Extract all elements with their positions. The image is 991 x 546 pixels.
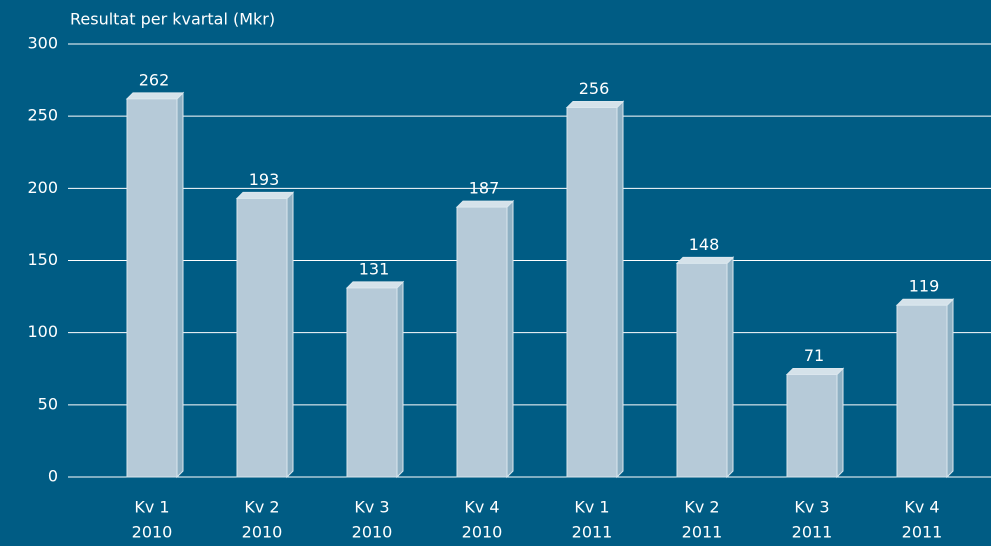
- bar-top: [455, 200, 515, 208]
- data-label: 262: [139, 70, 170, 89]
- data-label: 256: [579, 79, 610, 98]
- bar-side: [176, 91, 184, 479]
- x-tick-label: 2010: [352, 523, 393, 542]
- bar-side: [396, 280, 404, 479]
- x-tick-label: Kv 4: [464, 498, 499, 517]
- y-tick-label: 300: [27, 34, 58, 53]
- y-tick-label: 50: [38, 394, 58, 413]
- bar: [786, 374, 838, 478]
- bar-side: [946, 298, 954, 479]
- bar-top: [785, 368, 845, 376]
- y-tick-label: 250: [27, 106, 58, 125]
- bar: [346, 287, 398, 478]
- bar: [236, 197, 288, 478]
- bar-side: [726, 256, 734, 479]
- data-label: 119: [909, 277, 940, 296]
- x-tick-label: 2011: [682, 523, 723, 542]
- bar-side: [616, 100, 624, 479]
- y-tick-label: 100: [27, 322, 58, 341]
- bar: [896, 304, 948, 478]
- x-tick-label: 2010: [242, 523, 283, 542]
- x-tick-label: 2011: [902, 523, 943, 542]
- bar: [676, 262, 728, 478]
- bar: [456, 206, 508, 478]
- x-tick-label: 2010: [462, 523, 503, 542]
- y-tick-label: 0: [48, 467, 58, 486]
- bar-top: [125, 92, 185, 100]
- x-tick-label: Kv 2: [244, 498, 279, 517]
- x-tick-label: Kv 3: [354, 498, 389, 517]
- data-label: 187: [469, 179, 500, 198]
- y-tick-label: 150: [27, 250, 58, 269]
- x-tick-label: 2010: [132, 523, 173, 542]
- bar-side: [506, 199, 514, 479]
- x-tick-label: 2011: [792, 523, 833, 542]
- bar-top: [345, 281, 405, 289]
- bar-top: [675, 256, 735, 264]
- chart-title: Resultat per kvartal (Mkr): [70, 10, 275, 29]
- x-tick-label: Kv 2: [684, 498, 719, 517]
- bar: [126, 98, 178, 478]
- x-tick-label: 2011: [572, 523, 613, 542]
- y-tick-label: 200: [27, 178, 58, 197]
- bar-top: [895, 298, 955, 306]
- x-tick-label: Kv 1: [574, 498, 609, 517]
- bar-side: [286, 191, 294, 479]
- bar-top: [565, 101, 625, 109]
- x-tick-label: Kv 1: [134, 498, 169, 517]
- bar-top: [235, 191, 295, 199]
- data-label: 71: [804, 346, 824, 365]
- bar-side: [836, 367, 844, 479]
- data-label: 148: [689, 235, 720, 254]
- data-label: 193: [249, 170, 280, 189]
- x-tick-label: Kv 4: [904, 498, 939, 517]
- bar: [566, 107, 618, 478]
- data-label: 131: [359, 259, 390, 278]
- x-tick-label: Kv 3: [794, 498, 829, 517]
